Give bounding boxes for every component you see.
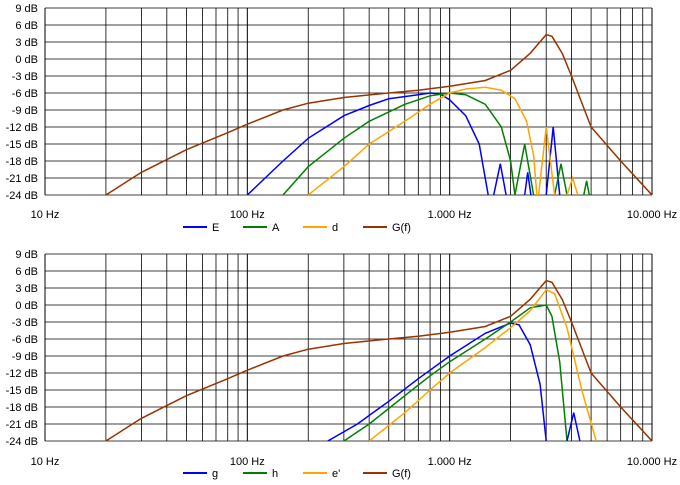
legend: g h e' G(f)	[183, 468, 411, 480]
y-tick-label: -21 dB	[6, 419, 38, 431]
legend-label: G(f)	[392, 468, 411, 480]
legend-label: G(f)	[392, 222, 411, 234]
legend-label: E	[212, 222, 219, 234]
legend-label: e'	[332, 468, 340, 480]
series-line-a	[282, 92, 516, 195]
series-line-lobe-9	[583, 180, 591, 195]
x-tick-label: 10 Hz	[31, 209, 60, 221]
y-tick-label: 3 dB	[15, 37, 38, 49]
y-tick-label: 6 dB	[15, 266, 38, 278]
y-tick-label: 6 dB	[15, 20, 38, 32]
y-tick-label: -21 dB	[6, 173, 38, 185]
x-tick-label: 1.000 Hz	[428, 209, 472, 221]
y-tick-label: 3 dB	[15, 283, 38, 295]
series-line-lobe-4	[566, 412, 581, 441]
y-tick-label: -9 dB	[12, 351, 38, 363]
series-line-e	[368, 288, 597, 441]
y-tick-label: -6 dB	[12, 334, 38, 346]
legend-label: d	[332, 222, 338, 234]
y-tick-label: -12 dB	[6, 368, 38, 380]
chart-panel-1: 9 dB 6 dB 3 dB 0 dB -3 dB -6 dB -9 dB -12 dB -15…	[6, 3, 678, 234]
y-tick-label: -24 dB	[6, 190, 38, 202]
y-tick-label: 0 dB	[15, 300, 38, 312]
y-tick-label: -12 dB	[6, 122, 38, 134]
series-group	[105, 279, 652, 441]
series-line-g-f	[105, 279, 652, 441]
series-line-lobe-7	[514, 143, 535, 195]
series-line-lobe-11	[566, 175, 579, 195]
legend-label: g	[212, 468, 218, 480]
y-tick-label: -9 dB	[12, 105, 38, 117]
y-tick-label: 9 dB	[15, 3, 38, 15]
x-tick-label: 100 Hz	[230, 456, 265, 468]
y-tick-label: -24 dB	[6, 436, 38, 448]
grid	[44, 253, 653, 442]
series-line-lobe-4	[492, 163, 507, 195]
y-tick-label: -3 dB	[12, 71, 38, 83]
y-tick-label: 9 dB	[15, 249, 38, 261]
series-group	[105, 33, 652, 195]
legend-label: A	[272, 222, 280, 234]
x-tick-label: 10.000 Hz	[627, 456, 677, 468]
y-tick-label: -15 dB	[6, 139, 38, 151]
legend-label: h	[272, 468, 278, 480]
series-line-g-f	[105, 33, 652, 195]
x-tick-label: 10 Hz	[31, 456, 60, 468]
x-tick-label: 10.000 Hz	[627, 209, 677, 221]
y-tick-label: 0 dB	[15, 54, 38, 66]
series-line-d	[307, 86, 538, 195]
series-line-e	[246, 92, 489, 195]
series-line-lobe-5	[523, 172, 532, 195]
series-line-lobe-8	[553, 163, 568, 195]
series-line-h	[343, 304, 568, 441]
y-tick-label: -18 dB	[6, 402, 38, 414]
series-line-lobe-6	[545, 126, 561, 195]
series-line-lobe-10	[537, 126, 556, 195]
y-tick-label: -18 dB	[6, 156, 38, 168]
chart-panel-2: 9 dB 6 dB 3 dB 0 dB -3 dB -6 dB -9 dB -12 dB -15…	[6, 249, 678, 480]
y-tick-label: -6 dB	[12, 88, 38, 100]
series-line-g	[327, 322, 547, 441]
y-tick-label: -3 dB	[12, 317, 38, 329]
x-tick-label: 1.000 Hz	[428, 456, 472, 468]
y-tick-label: -15 dB	[6, 385, 38, 397]
x-tick-label: 100 Hz	[230, 209, 265, 221]
